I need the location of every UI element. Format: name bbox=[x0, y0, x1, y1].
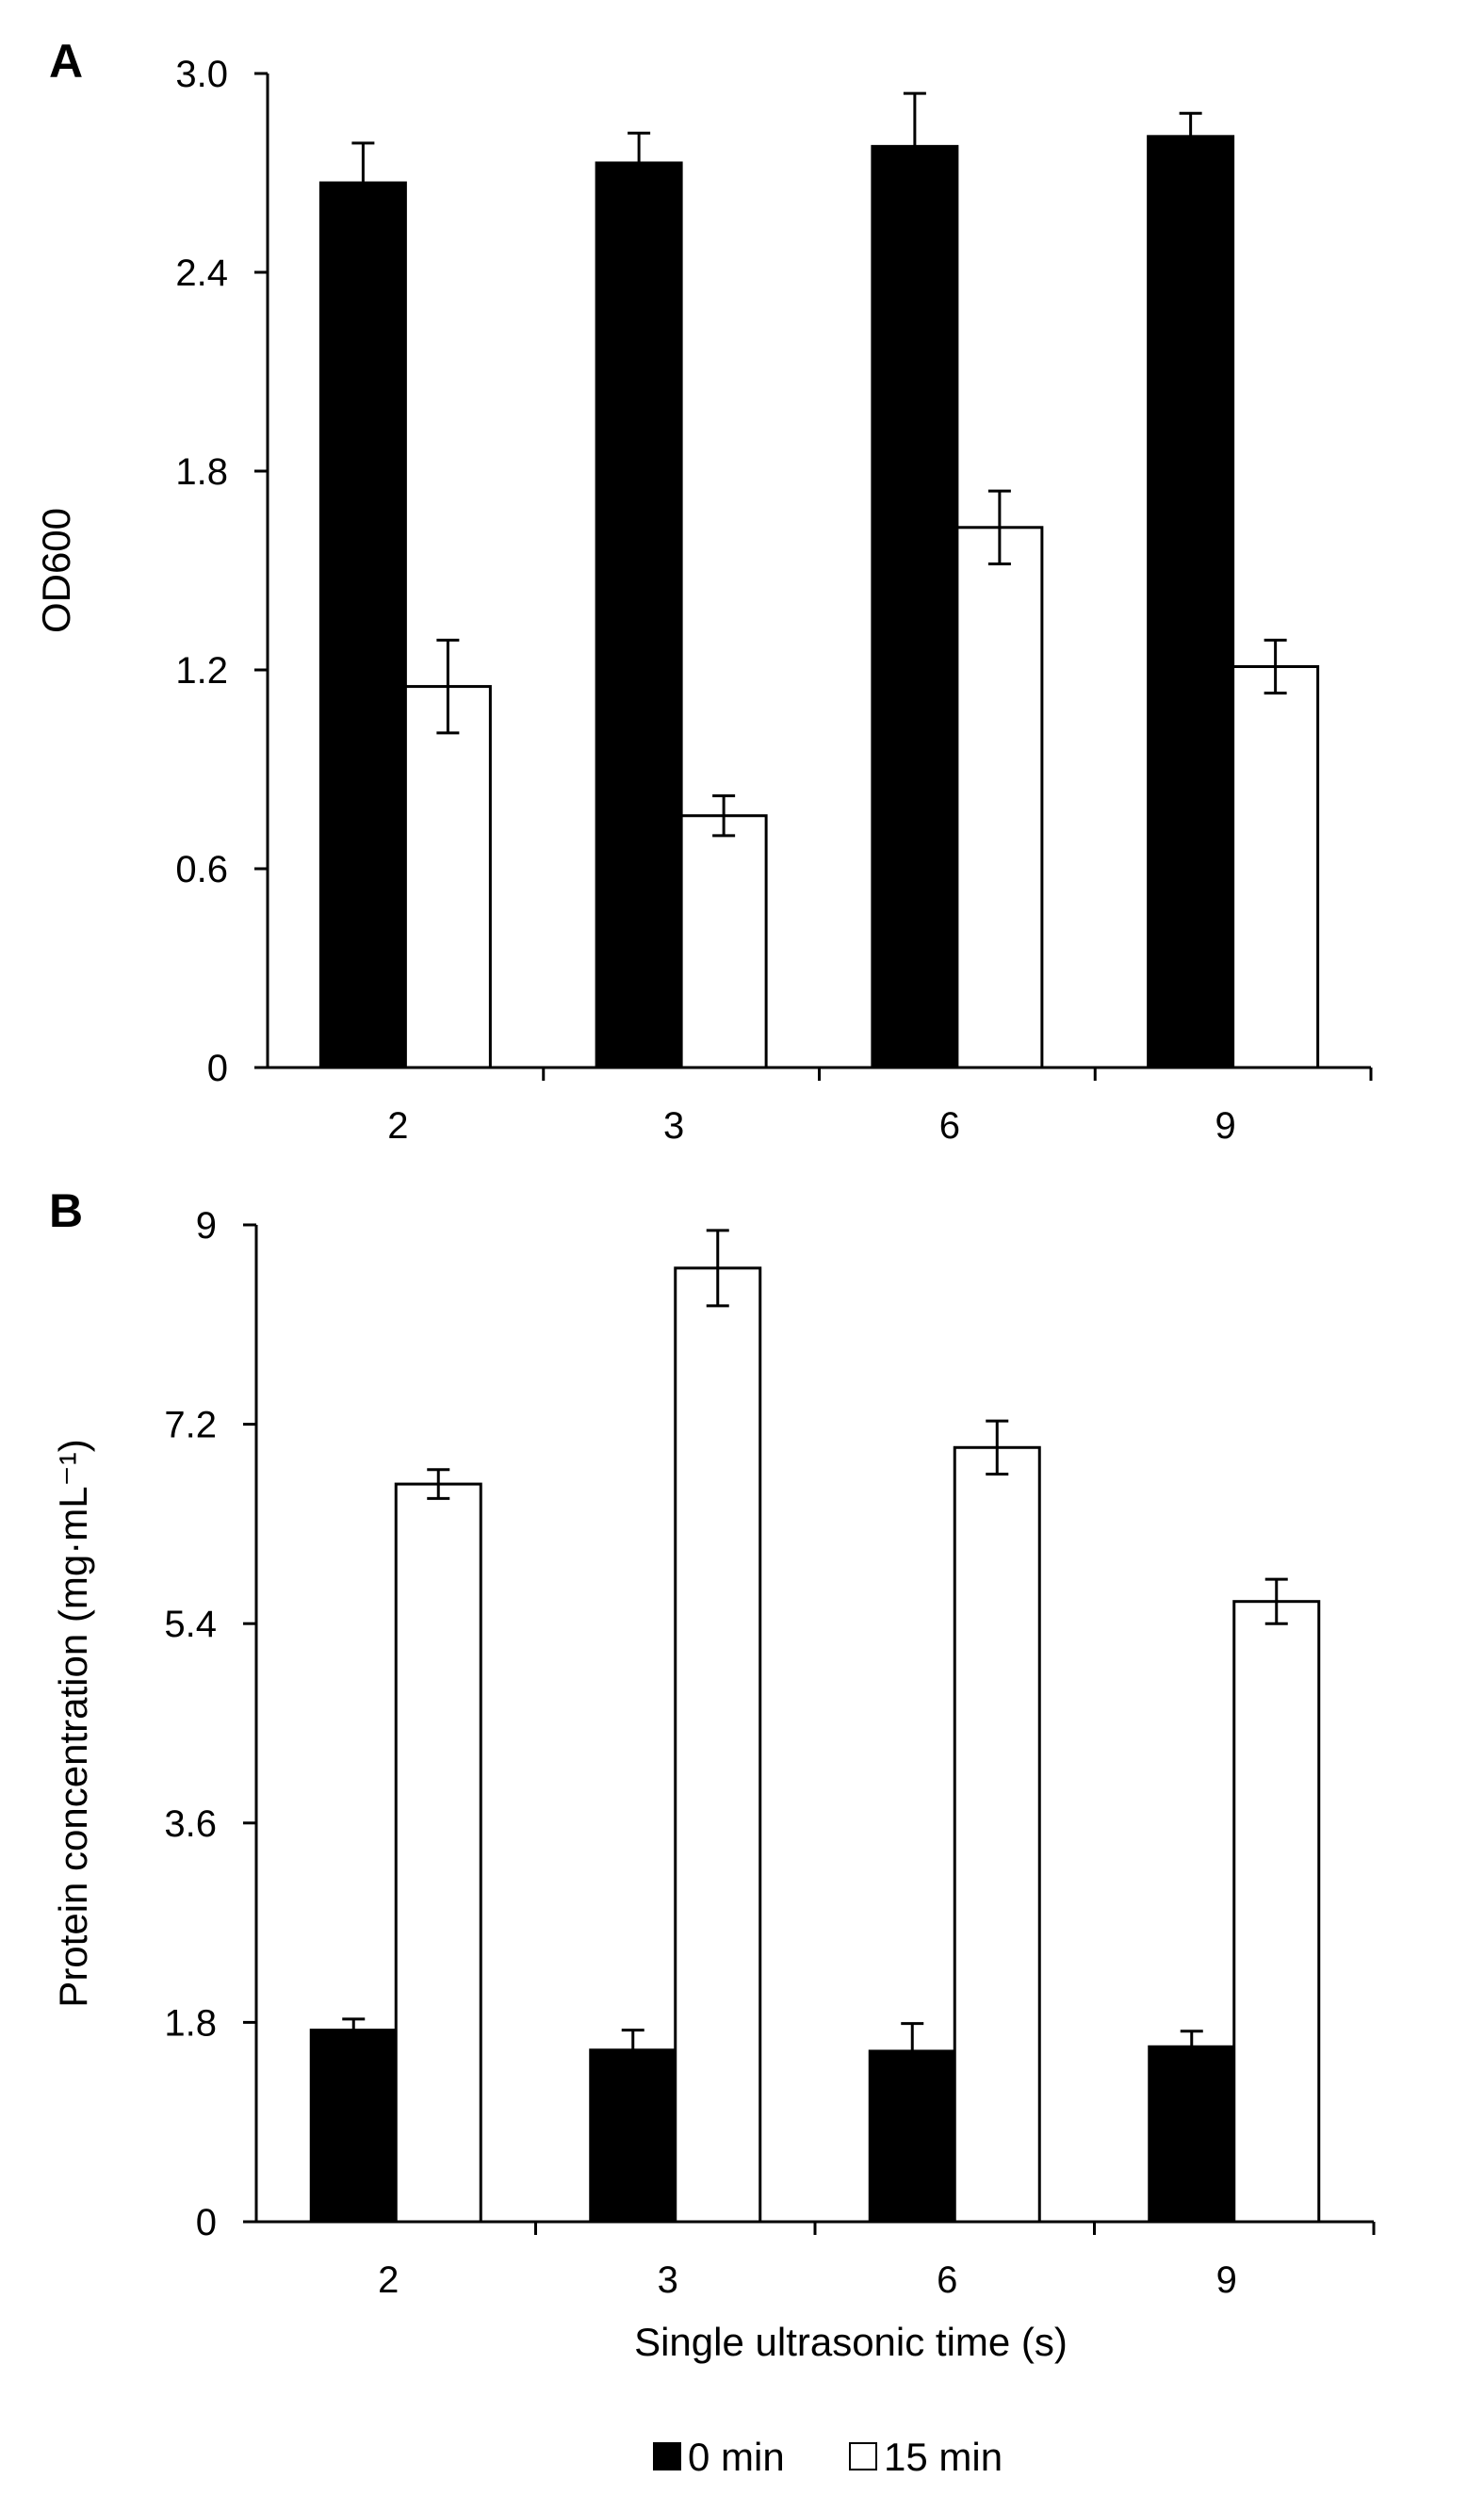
panel-a-bar-0-min-2 bbox=[318, 181, 407, 1069]
panel-b-bar-0-min-9 bbox=[1148, 2045, 1236, 2224]
panel-a-label: A bbox=[49, 35, 83, 88]
panel-a-bar-0-min-6 bbox=[871, 144, 959, 1069]
panel-b-y-tick-label: 0 bbox=[196, 2202, 217, 2243]
panel-a-bar-15-min-2 bbox=[403, 685, 492, 1069]
panel-a-x-tick-label: 3 bbox=[663, 1105, 684, 1147]
panel-b-x-tick-label: 6 bbox=[937, 2259, 957, 2301]
legend: 0 min 15 min bbox=[653, 2435, 1003, 2479]
panel-b-bar-0-min-3 bbox=[589, 2048, 677, 2224]
panel-a-bar-0-min-9 bbox=[1147, 135, 1235, 1069]
panel-b-y-tick-label: 3.6 bbox=[164, 1803, 217, 1845]
panel-b-y-tick-label: 7.2 bbox=[164, 1405, 217, 1446]
panel-a-bar-15-min-6 bbox=[955, 526, 1044, 1069]
legend-swatch-0-min bbox=[653, 2442, 681, 2470]
panel-b-label: B bbox=[49, 1184, 83, 1237]
panel-b-y-tick-label: 9 bbox=[196, 1205, 217, 1247]
panel-b-x-tick-label: 9 bbox=[1216, 2259, 1237, 2301]
legend-label-15-min: 15 min bbox=[884, 2435, 1003, 2479]
panel-a-x-tick-label: 6 bbox=[939, 1105, 960, 1147]
panel-a-y-axis-title: OD600 bbox=[34, 508, 78, 633]
panel-a-x-tick-label: 9 bbox=[1215, 1105, 1236, 1147]
panel-a-y-tick-label: 0.6 bbox=[175, 849, 228, 890]
panel-a-y-tick-label: 1.8 bbox=[175, 451, 228, 493]
legend-label-0-min: 0 min bbox=[688, 2435, 785, 2479]
panel-a-bar-0-min-3 bbox=[595, 161, 683, 1069]
panel-b-bar-15-min-3 bbox=[674, 1266, 762, 2224]
panel-b-x-tick-label: 2 bbox=[378, 2259, 399, 2301]
panel-a-plot-area: 0 0.6 1.2 1.8 2.4 3.0 2 3 6 9 bbox=[175, 54, 1373, 1147]
panel-b-x-axis-title: Single ultrasonic time (s) bbox=[634, 2320, 1068, 2364]
panel-a-y-tick-label: 1.2 bbox=[175, 650, 228, 692]
panel-a-chart: A OD600 0 0.6 1.2 1.8 2.4 3.0 2 3 6 9 bbox=[34, 35, 1373, 1147]
panel-b-bar-0-min-2 bbox=[309, 2029, 398, 2224]
panel-b-bar-15-min-9 bbox=[1232, 1600, 1321, 2224]
panel-b-bar-15-min-2 bbox=[394, 1482, 482, 2224]
panel-a-bar-15-min-3 bbox=[679, 814, 768, 1069]
panel-a-x-tick-label: 2 bbox=[387, 1105, 408, 1147]
panel-b-y-tick-label: 1.8 bbox=[164, 2002, 217, 2044]
panel-b-plot-area: 0 1.8 3.6 5.4 7.2 9 2 3 6 9 bbox=[164, 1205, 1376, 2301]
panel-a-y-tick-label: 3.0 bbox=[175, 54, 228, 95]
panel-b-bar-15-min-6 bbox=[953, 1445, 1041, 2224]
panel-a-bar-15-min-9 bbox=[1231, 664, 1320, 1069]
panel-a-y-tick-label: 0 bbox=[207, 1048, 228, 1089]
panel-b-x-tick-label: 3 bbox=[658, 2259, 678, 2301]
legend-swatch-15-min bbox=[849, 2442, 877, 2470]
panel-a-y-tick-label: 2.4 bbox=[175, 253, 228, 294]
panel-b-y-tick-label: 5.4 bbox=[164, 1604, 217, 1645]
panel-b-y-axis-title: Protein concentration (mg·mL⁻¹) bbox=[51, 1439, 95, 2007]
panel-b-chart: B Protein concentration (mg·mL⁻¹) Single… bbox=[49, 1184, 1376, 2364]
